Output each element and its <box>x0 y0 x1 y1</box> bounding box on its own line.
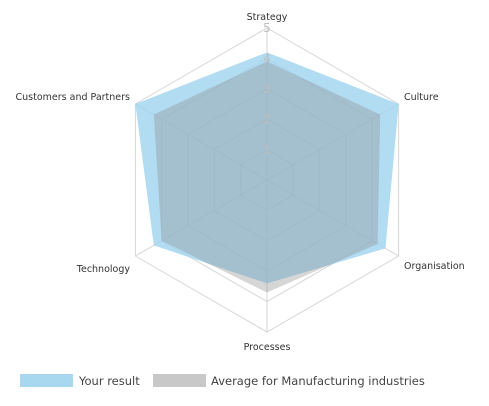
axis-label-organisation: Organisation <box>404 261 465 272</box>
radar-tick-labels: 1 2 3 4 5 <box>263 21 271 157</box>
axis-label-processes: Processes <box>244 342 291 353</box>
axis-label-customers-and-partners: Customers and Partners <box>16 92 131 103</box>
tick-label-4: 4 <box>263 51 271 65</box>
chart-legend: Your result Average for Manufacturing ind… <box>20 374 425 388</box>
legend-label-1: Average for Manufacturing industries <box>211 374 425 388</box>
tick-label-1: 1 <box>263 143 271 157</box>
tick-label-3: 3 <box>263 82 271 96</box>
legend-label-0: Your result <box>78 374 140 388</box>
axis-label-strategy: Strategy <box>247 12 288 23</box>
radar-axis-labels: Strategy Culture Organisation Processes Tech… <box>16 12 465 353</box>
axis-label-culture: Culture <box>404 92 439 103</box>
series-area-0 <box>135 52 399 284</box>
legend-swatch-1 <box>153 374 206 387</box>
radar-series <box>135 52 399 293</box>
tick-label-5: 5 <box>263 21 271 35</box>
axis-label-technology: Technology <box>76 264 131 275</box>
legend-swatch-0 <box>20 374 73 387</box>
series-area-1 <box>153 61 381 293</box>
tick-label-2: 2 <box>263 112 271 126</box>
